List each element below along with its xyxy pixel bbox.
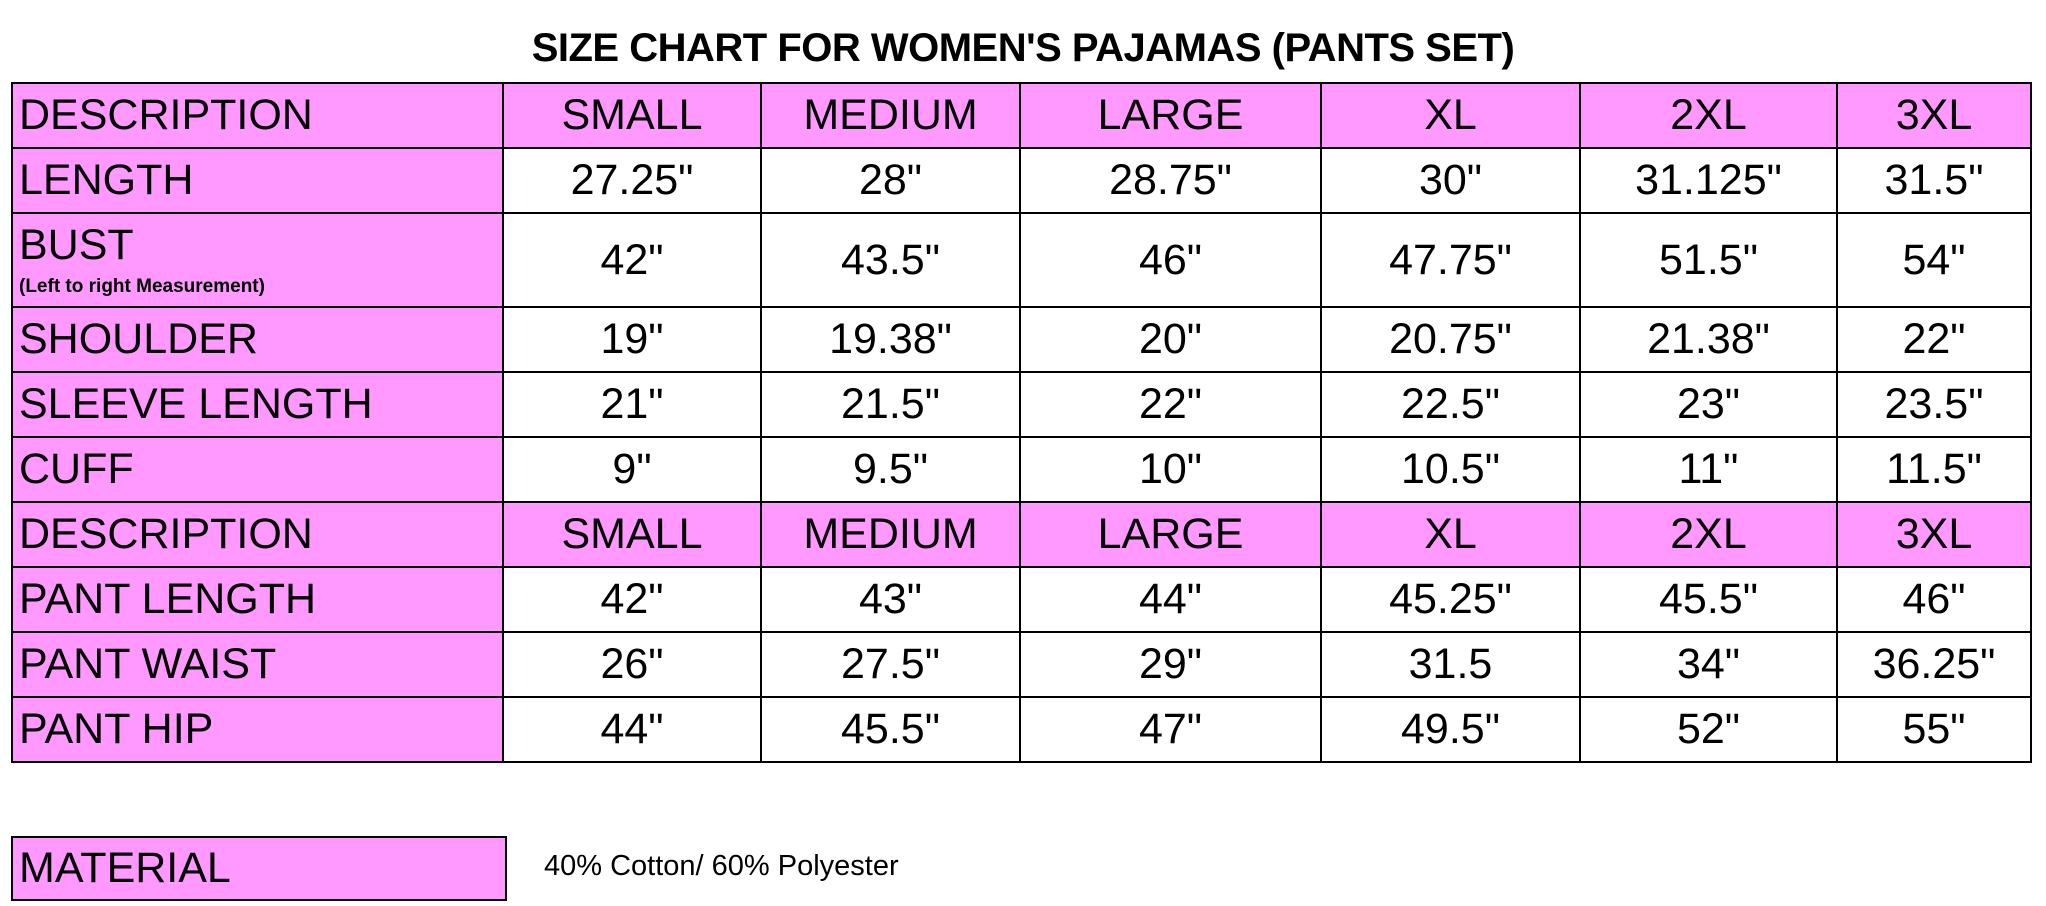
table-row: SLEEVE LENGTH 21" 21.5" 22" 22.5" 23" 23.5" <box>11 371 2032 438</box>
measurement-cell: 19.38" <box>760 306 1021 373</box>
row-label: PANT HIP <box>19 705 214 753</box>
measurement-cell: 27.25" <box>502 147 762 214</box>
row-label-cell: BUST (Left to right Measurement) <box>11 212 504 308</box>
measurement-cell: 47" <box>1019 696 1322 763</box>
page-title: SIZE CHART FOR WOMEN'S PAJAMAS (PANTS SE… <box>531 26 1515 70</box>
measurement-cell: 55" <box>1836 696 2032 763</box>
measurement-cell: 21" <box>502 371 762 438</box>
header-size: LARGE <box>1019 82 1322 149</box>
table-row: CUFF 9" 9.5" 10" 10.5" 11" 11.5" <box>11 436 2032 503</box>
measurement-cell: 44" <box>502 696 762 763</box>
measurement-cell: 31.5" <box>1836 147 2032 214</box>
measurement-cell: 28.75" <box>1019 147 1322 214</box>
row-label: SLEEVE LENGTH <box>19 380 373 428</box>
row-label-cell: CUFF <box>11 436 504 503</box>
measurement-cell: 21.38" <box>1579 306 1838 373</box>
measurement-cell: 36.25" <box>1836 631 2032 698</box>
measurement-cell: 11.5" <box>1836 436 2032 503</box>
measurement-cell: 45.5" <box>1579 566 1838 633</box>
measurement-cell: 26" <box>502 631 762 698</box>
measurement-cell: 27.5" <box>760 631 1021 698</box>
header-size: XL <box>1320 82 1581 149</box>
measurement-cell: 42" <box>502 212 762 308</box>
table-row: PANT WAIST 26" 27.5" 29" 31.5 34" 36.25" <box>11 631 2032 698</box>
row-label: PANT WAIST <box>19 640 277 688</box>
measurement-cell: 20.75" <box>1320 306 1581 373</box>
material-value: 40% Cotton/ 60% Polyester <box>544 850 899 882</box>
measurement-cell: 49.5" <box>1320 696 1581 763</box>
header-description: DESCRIPTION <box>11 501 504 568</box>
table-row: BUST (Left to right Measurement) 42" 43.5" 4… <box>11 212 2032 308</box>
measurement-cell: 54" <box>1836 212 2032 308</box>
header-size: MEDIUM <box>760 501 1021 568</box>
measurement-cell: 51.5" <box>1579 212 1838 308</box>
measurement-cell: 43" <box>760 566 1021 633</box>
measurement-cell: 19" <box>502 306 762 373</box>
row-label-cell: PANT LENGTH <box>11 566 504 633</box>
row-label-cell: PANT HIP <box>11 696 504 763</box>
row-label-cell: SLEEVE LENGTH <box>11 371 504 438</box>
measurement-cell: 44" <box>1019 566 1322 633</box>
header-size: 2XL <box>1579 82 1838 149</box>
row-label: LENGTH <box>19 156 194 204</box>
measurement-cell: 42" <box>502 566 762 633</box>
header-description: DESCRIPTION <box>11 82 504 149</box>
measurement-cell: 46" <box>1836 566 2032 633</box>
row-label-cell: PANT WAIST <box>11 631 504 698</box>
measurement-cell: 22" <box>1019 371 1322 438</box>
measurement-cell: 31.5 <box>1320 631 1581 698</box>
table-row: SHOULDER 19" 19.38" 20" 20.75" 21.38" 22" <box>11 306 2032 373</box>
measurement-cell: 21.5" <box>760 371 1021 438</box>
measurement-cell: 9" <box>502 436 762 503</box>
measurement-cell: 29" <box>1019 631 1322 698</box>
header-size: MEDIUM <box>760 82 1021 149</box>
measurement-cell: 23" <box>1579 371 1838 438</box>
measurement-cell: 46" <box>1019 212 1322 308</box>
measurement-cell: 23.5" <box>1836 371 2032 438</box>
measurement-cell: 30" <box>1320 147 1581 214</box>
header-size: 3XL <box>1836 82 2032 149</box>
size-chart-table: DESCRIPTION SMALL MEDIUM LARGE XL 2XL 3XL LENGT… <box>11 82 2032 763</box>
table-row: PANT LENGTH 42" 43" 44" 45.25" 45.5" 46" <box>11 566 2032 633</box>
header-size: 2XL <box>1579 501 1838 568</box>
row-label: SHOULDER <box>19 315 258 363</box>
measurement-cell: 45.5" <box>760 696 1021 763</box>
header-size: XL <box>1320 501 1581 568</box>
measurement-cell: 11" <box>1579 436 1838 503</box>
material-label: MATERIAL <box>11 836 507 901</box>
measurement-cell: 45.25" <box>1320 566 1581 633</box>
measurement-cell: 52" <box>1579 696 1838 763</box>
row-label-cell: SHOULDER <box>11 306 504 373</box>
measurement-cell: 10.5" <box>1320 436 1581 503</box>
header-size: LARGE <box>1019 501 1322 568</box>
measurement-cell: 9.5" <box>760 436 1021 503</box>
table-row: LENGTH 27.25" 28" 28.75" 30" 31.125" 31.5" <box>11 147 2032 214</box>
row-label: PANT LENGTH <box>19 575 317 623</box>
row-label: CUFF <box>19 445 134 493</box>
measurement-cell: 28" <box>760 147 1021 214</box>
row-label: BUST <box>19 221 134 269</box>
measurement-cell: 47.75" <box>1320 212 1581 308</box>
measurement-cell: 20" <box>1019 306 1322 373</box>
measurement-cell: 31.125" <box>1579 147 1838 214</box>
measurement-cell: 22.5" <box>1320 371 1581 438</box>
header-size: SMALL <box>502 501 762 568</box>
measurement-cell: 22" <box>1836 306 2032 373</box>
header-row: DESCRIPTION SMALL MEDIUM LARGE XL 2XL 3XL <box>11 501 2032 568</box>
header-size: 3XL <box>1836 501 2032 568</box>
table-row: PANT HIP 44" 45.5" 47" 49.5" 52" 55" <box>11 696 2032 763</box>
measurement-cell: 43.5" <box>760 212 1021 308</box>
header-size: SMALL <box>502 82 762 149</box>
row-label-cell: LENGTH <box>11 147 504 214</box>
measurement-cell: 10" <box>1019 436 1322 503</box>
row-note: (Left to right Measurement) <box>19 276 265 297</box>
header-row: DESCRIPTION SMALL MEDIUM LARGE XL 2XL 3XL <box>11 82 2032 149</box>
measurement-cell: 34" <box>1579 631 1838 698</box>
